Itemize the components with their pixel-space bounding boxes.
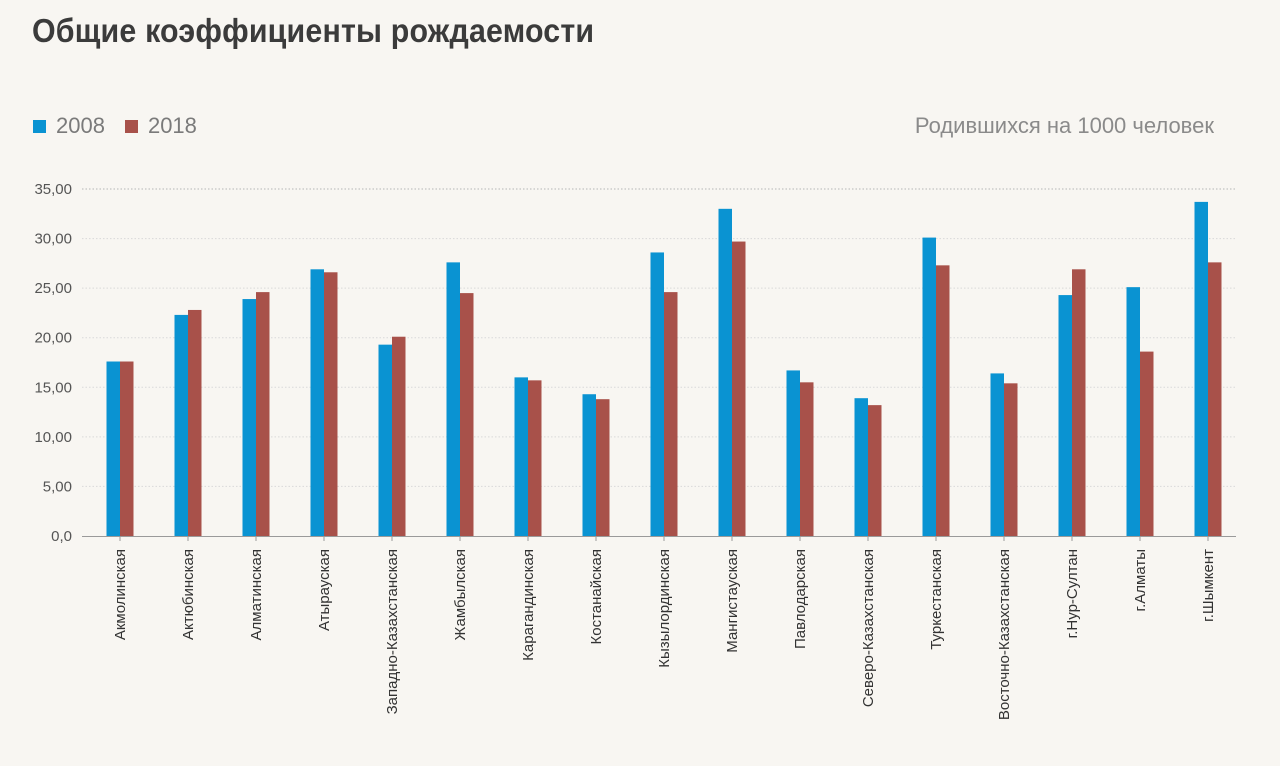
bar-2008-5	[446, 262, 460, 536]
x-tick-label: Кызылординская	[656, 549, 673, 668]
legend-item-2018: 2018	[124, 113, 197, 139]
bar-2018-12	[936, 265, 950, 536]
legend-label-2008: 2008	[56, 113, 105, 138]
x-tick-label: г.Нур-Султан	[1064, 549, 1081, 638]
y-tick-label: 15,00	[34, 379, 72, 396]
bar-2008-6	[514, 377, 528, 536]
x-tick-label: Актюбинская	[180, 549, 197, 640]
bar-2018-8	[664, 292, 678, 536]
bar-2018-16	[1208, 262, 1222, 536]
bar-2008-12	[922, 237, 936, 536]
bar-2018-10	[800, 382, 814, 536]
legend-item-2008: 2008	[33, 113, 105, 139]
bar-2008-15	[1126, 287, 1140, 536]
y-tick-label: 25,00	[34, 280, 72, 297]
bar-2008-7	[582, 394, 596, 536]
x-tick-label: Северо-Казахстанская	[860, 549, 877, 707]
x-tick-label: Туркестанская	[928, 549, 945, 650]
x-tick-label: Жамбылская	[452, 549, 469, 641]
bar-2018-9	[732, 241, 746, 536]
bar-2008-4	[378, 344, 392, 536]
x-tick-label: Восточно-Казахстанская	[996, 549, 1013, 720]
chart-legend: 2008 2018	[33, 113, 217, 139]
x-tick-label: Западно-Казахстанская	[384, 549, 401, 714]
bar-2008-0	[106, 361, 120, 536]
x-tick-label: Костанайская	[588, 549, 605, 645]
x-tick-label: Алматинская	[248, 549, 265, 640]
x-tick-label: Карагандинская	[520, 549, 537, 661]
x-tick-label: Атырауская	[316, 549, 333, 631]
bar-2018-7	[596, 399, 610, 536]
unit-label: Родившихся на 1000 человек	[914, 113, 1214, 138]
bar-2008-10	[786, 370, 800, 536]
y-tick-label: 10,00	[34, 429, 72, 446]
bar-2008-16	[1194, 201, 1208, 537]
legend-swatch-2008	[33, 119, 46, 133]
bar-2018-6	[528, 380, 542, 536]
bar-2008-11	[854, 398, 868, 536]
legend-swatch-2018	[124, 119, 138, 133]
bar-2018-3	[324, 272, 338, 536]
x-tick-label: г.Алматы	[1132, 549, 1149, 612]
bar-2018-2	[256, 292, 270, 536]
x-tick-label: Павлодарская	[792, 549, 809, 649]
y-tick-label: 0,0	[51, 528, 72, 545]
bar-2018-14	[1072, 269, 1086, 536]
x-tick-label: Акмолинская	[112, 549, 129, 640]
y-tick-label: 35,00	[34, 181, 72, 198]
bar-2018-1	[188, 309, 202, 536]
y-tick-label: 20,00	[34, 330, 72, 347]
bar-2018-0	[120, 361, 134, 536]
y-tick-label: 30,00	[34, 231, 72, 248]
legend-label-2018: 2018	[147, 113, 197, 138]
bar-2008-8	[650, 252, 664, 537]
x-tick-label: г.Шымкент	[1200, 549, 1217, 622]
bar-2018-13	[1004, 383, 1018, 536]
bar-2008-3	[310, 269, 324, 536]
bar-2008-1	[174, 314, 188, 536]
bar-2018-4	[392, 336, 406, 536]
bar-2018-5	[460, 293, 474, 536]
bar-2008-9	[718, 208, 732, 537]
bar-2018-15	[1140, 351, 1154, 536]
bar-2018-11	[868, 405, 882, 536]
bar-2008-14	[1058, 295, 1072, 536]
chart-title: Общие коэффициенты рождаемости	[32, 12, 595, 49]
bar-2008-2	[242, 299, 256, 536]
bar-2008-13	[990, 373, 1004, 536]
y-tick-label: 5,00	[43, 478, 72, 495]
x-tick-label: Мангистауская	[724, 549, 741, 653]
